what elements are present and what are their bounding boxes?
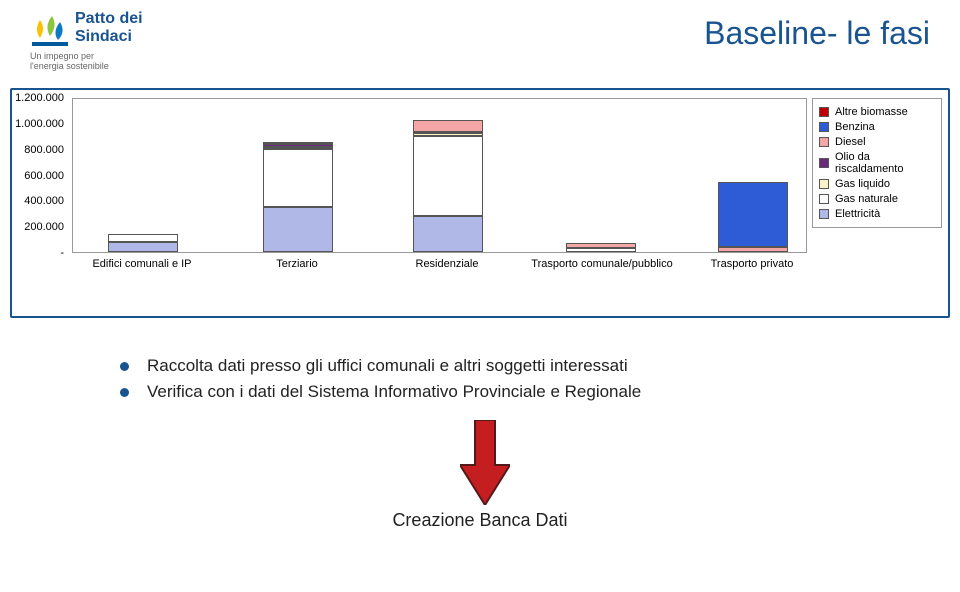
bullet-dot-icon [120,388,129,397]
legend-item: Gas naturale [819,193,935,205]
legend: Altre biomasse Benzina Diesel Olio da risca… [812,98,942,228]
legend-swatch [819,137,829,147]
y-axis-labels: -200.000400.000600.000800.0001.000.0001.… [12,92,68,262]
y-tick-label: 200.000 [4,221,64,233]
legend-item: Olio da riscaldamento [819,151,935,175]
bullet-text: Raccolta dati presso gli uffici comunali… [147,356,628,376]
bar-segment [718,182,788,247]
x-tick-label: Trasporto privato [682,258,822,270]
logo-tag2: l'energia sostenibile [30,61,109,71]
legend-item: Benzina [819,121,935,133]
bullet-item: Raccolta dati presso gli uffici comunali… [120,356,840,376]
logo-line1: Patto dei [75,10,143,27]
bar-segment [108,234,178,242]
bar-segment [413,120,483,132]
y-tick-label: 400.000 [4,195,64,207]
legend-label: Altre biomasse [835,106,908,118]
bar-segment [263,144,333,147]
footer-text: Creazione Banca Dati [0,510,960,531]
legend-item: Gas liquido [819,178,935,190]
legend-item: Elettricità [819,208,935,220]
logo-title: Patto dei Sindaci [75,10,143,45]
bullet-dot-icon [120,362,129,371]
chart-container: -200.000400.000600.000800.0001.000.0001.… [10,88,950,318]
legend-label: Olio da riscaldamento [835,151,935,175]
bar-segment [413,133,483,136]
x-tick-label: Terziario [222,258,372,270]
legend-swatch [819,122,829,132]
legend-swatch [819,158,829,168]
bar-segment [413,216,483,252]
arrow-icon [460,420,510,505]
bar-segment [566,243,636,248]
bar-segment [263,207,333,252]
bar-segment [718,247,788,252]
legend-swatch [819,107,829,117]
x-tick-label: Trasporto comunale/pubblico [517,258,687,270]
legend-label: Diesel [835,136,866,148]
legend-swatch [819,179,829,189]
logo-line2: Sindaci [75,28,132,45]
bullet-list: Raccolta dati presso gli uffici comunali… [120,350,840,408]
plot-area [72,98,807,253]
bar-segment [413,136,483,216]
x-tick-label: Edifici comunali e IP [72,258,212,270]
legend-label: Benzina [835,121,875,133]
legend-swatch [819,209,829,219]
bullet-item: Verifica con i dati del Sistema Informat… [120,382,840,402]
bar-segment [263,142,333,144]
bar-segment [566,248,636,252]
y-tick-label: - [4,247,64,259]
legend-item: Diesel [819,136,935,148]
page-title: Baseline- le fasi [704,15,930,52]
y-tick-label: 1.200.000 [4,92,64,104]
logo-icon [30,10,72,50]
legend-label: Gas liquido [835,178,890,190]
y-tick-label: 1.000.000 [4,118,64,130]
y-tick-label: 600.000 [4,170,64,182]
legend-label: Elettricità [835,208,880,220]
legend-swatch [819,194,829,204]
logo-tagline: Un impegno per l'energia sostenibile [30,52,109,72]
logo-tag1: Un impegno per [30,51,94,61]
bar-segment [263,149,333,207]
logo: Patto dei Sindaci Un impegno per l'energ… [30,10,160,90]
bullet-text: Verifica con i dati del Sistema Informat… [147,382,641,402]
y-tick-label: 800.000 [4,144,64,156]
legend-item: Altre biomasse [819,106,935,118]
chart-area: -200.000400.000600.000800.0001.000.0001.… [72,98,807,288]
x-tick-label: Residenziale [372,258,522,270]
legend-label: Gas naturale [835,193,898,205]
bar-segment [108,242,178,252]
